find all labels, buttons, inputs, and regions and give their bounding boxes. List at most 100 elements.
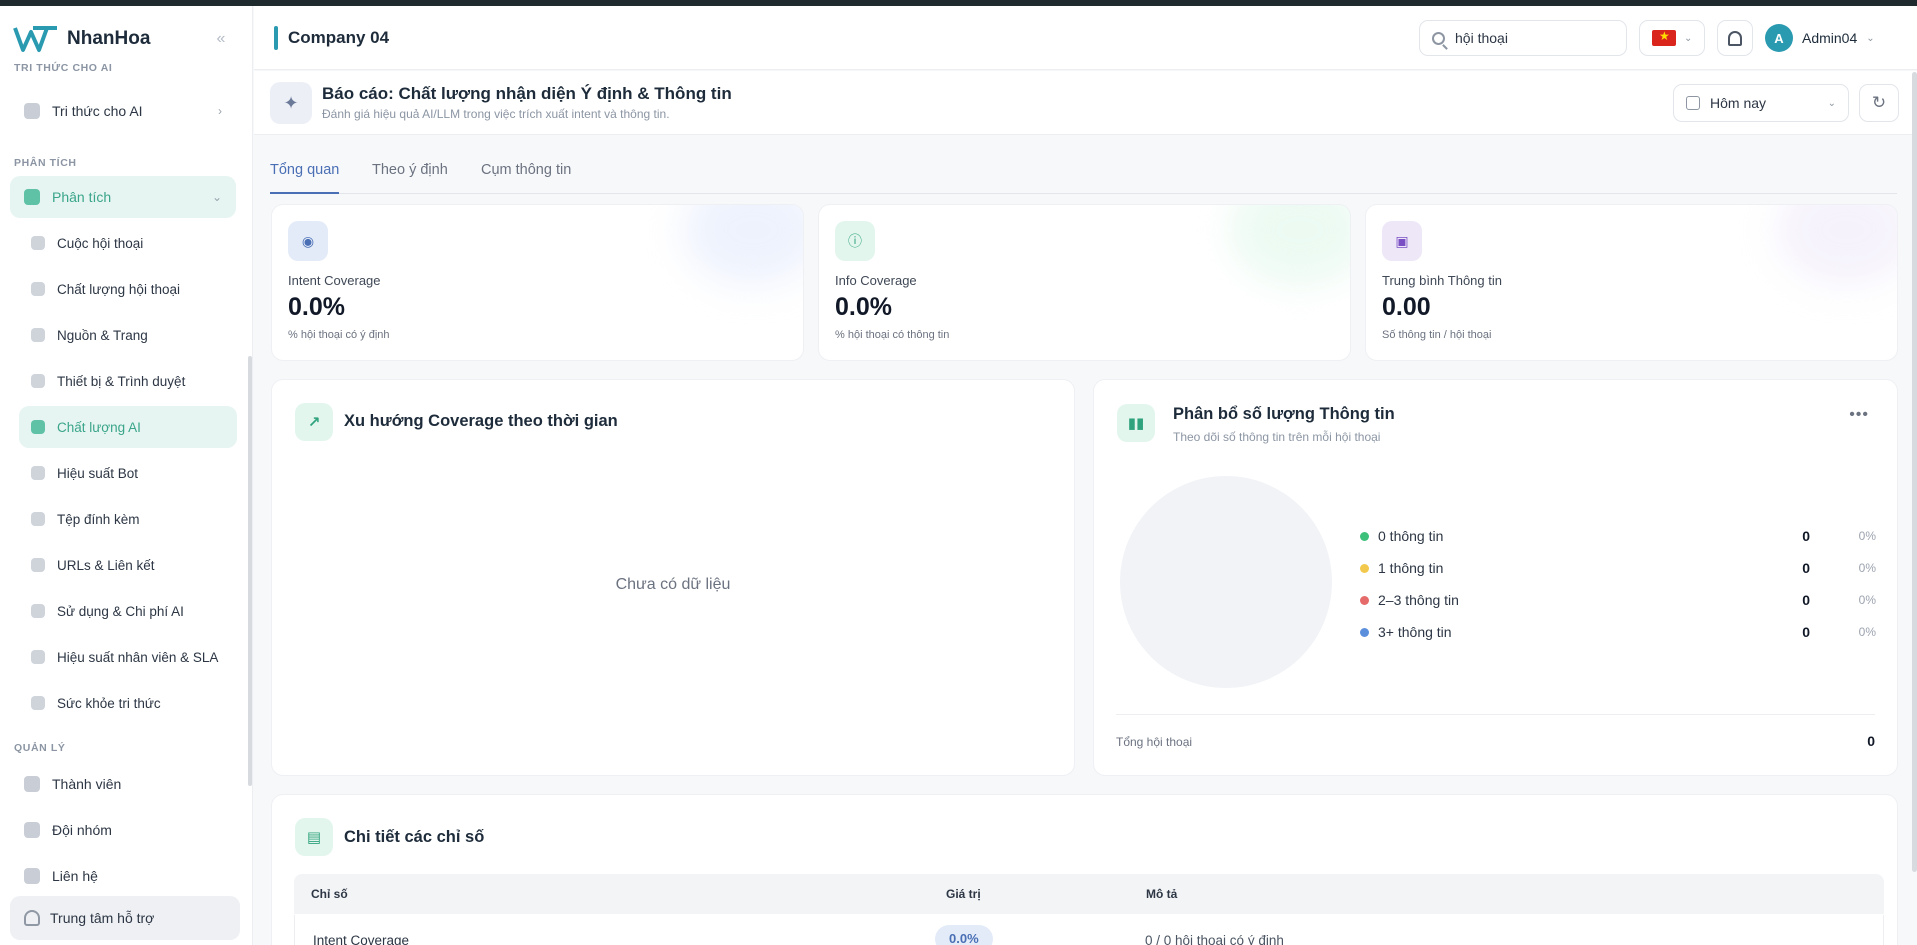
bell-icon: [1728, 30, 1742, 46]
nav-label: Chất lượng hội thoại: [57, 281, 180, 297]
chat-icon: [31, 236, 45, 250]
nav-label: Nguồn & Trang: [57, 327, 148, 343]
support-center-button[interactable]: Trung tâm hỗ trợ: [10, 896, 240, 940]
chevron-right-icon: ›: [218, 104, 222, 118]
user-name: Admin04: [1802, 30, 1858, 46]
sidebar-item-devices[interactable]: Thiết bị & Trình duyệt: [19, 360, 237, 402]
search-box[interactable]: [1419, 20, 1627, 56]
column-header-metric: Chỉ số: [311, 887, 348, 901]
stat-label: Trung bình Thông tin: [1382, 273, 1502, 288]
nav-label: Sử dụng & Chi phí AI: [57, 603, 184, 619]
brand-name: NhanHoa: [67, 28, 151, 49]
notifications-button[interactable]: [1717, 20, 1753, 56]
card-glow: [683, 205, 803, 285]
legend-value: 0: [1802, 624, 1810, 640]
sidebar-item-knowledge-health[interactable]: Sức khỏe tri thức: [19, 682, 237, 724]
nav-label: Cuộc hội thoại: [57, 235, 144, 251]
chart-icon: [24, 189, 40, 205]
section-label-knowledge: TRI THỨC CHO AI: [14, 62, 113, 74]
report-tabs: Tổng quan Theo ý định Cụm thông tin: [270, 158, 1897, 194]
search-input[interactable]: [1455, 30, 1605, 46]
date-range-select[interactable]: Hôm nay ⌄: [1673, 84, 1849, 122]
legend-row: 2–3 thông tin 0 0%: [1360, 590, 1876, 610]
legend-row: 0 thông tin 0 0%: [1360, 526, 1876, 546]
nav-label: URLs & Liên kết: [57, 557, 155, 573]
check-circle-icon: ◉: [288, 221, 328, 261]
top-header: Company 04 ⌄ A Admin04 ⌄: [254, 6, 1917, 70]
refresh-button[interactable]: ↻: [1859, 84, 1899, 122]
sidebar-item-staff-sla[interactable]: Hiệu suất nhân viên & SLA: [19, 636, 237, 678]
legend-percent: 0%: [1858, 625, 1876, 639]
sidebar-item-urls[interactable]: URLs & Liên kết: [19, 544, 237, 586]
company-accent-bar: [274, 26, 278, 50]
nav-label: Thiết bị & Trình duyệt: [57, 373, 186, 389]
legend-percent: 0%: [1858, 529, 1876, 543]
nav-label: Chất lượng AI: [57, 419, 141, 435]
legend-dot: [1360, 627, 1369, 637]
report-header: ✦ Báo cáo: Chất lượng nhận diện Ý định &…: [254, 71, 1917, 135]
collapse-sidebar-icon[interactable]: «: [216, 30, 226, 47]
phone-icon: [24, 868, 40, 884]
total-conversations-label: Tổng hội thoại: [1116, 735, 1193, 749]
legend-row: 1 thông tin 0 0%: [1360, 558, 1876, 578]
language-selector[interactable]: ⌄: [1639, 20, 1705, 56]
column-header-description: Mô tả: [1146, 887, 1178, 901]
tab-info-clusters[interactable]: Cụm thông tin: [481, 162, 572, 178]
tab-by-intent[interactable]: Theo ý định: [372, 162, 448, 178]
document-icon: [31, 282, 45, 296]
sidebar-item-ai-quality[interactable]: Chất lượng AI: [19, 406, 237, 448]
user-menu[interactable]: A Admin04 ⌄: [1765, 20, 1875, 56]
device-icon: [31, 374, 45, 388]
monitor-icon: [31, 328, 45, 342]
legend-percent: 0%: [1858, 593, 1876, 607]
card-glow: [1777, 205, 1897, 285]
sidebar-item-ai-cost[interactable]: Sử dụng & Chi phí AI: [19, 590, 237, 632]
legend-label: 3+ thông tin: [1378, 624, 1452, 640]
legend-value: 0: [1802, 560, 1810, 576]
search-icon: [1432, 31, 1445, 45]
sidebar-scrollbar[interactable]: [248, 356, 252, 786]
sidebar-item-contacts[interactable]: Liên hệ: [10, 855, 236, 897]
page-subtitle: Đánh giá hiệu quả AI/LLM trong việc tríc…: [322, 107, 670, 121]
company-name: Company 04: [288, 28, 390, 47]
bar-chart-icon: ▮▮: [1117, 404, 1155, 442]
trending-up-icon: ↗: [295, 403, 333, 441]
stat-card-avg-info: ▣ Trung bình Thông tin 0.00 Số thông tin…: [1365, 204, 1898, 361]
stat-value: 0.0%: [835, 293, 892, 321]
nav-group-analytics[interactable]: Phân tích ⌄: [10, 176, 236, 218]
nav-item-knowledge[interactable]: Tri thức cho AI ›: [10, 90, 236, 132]
cpu-icon: [31, 466, 45, 480]
file-text-icon: ▤: [295, 818, 333, 856]
tab-overview[interactable]: Tổng quan: [270, 162, 340, 194]
info-icon: ⓘ: [835, 221, 875, 261]
page-scrollbar[interactable]: [1912, 72, 1917, 872]
link-icon: [31, 558, 45, 572]
legend-dot: [1360, 595, 1369, 605]
stat-sub: % hội thoại có thông tin: [835, 329, 950, 341]
more-options-icon[interactable]: •••: [1849, 406, 1869, 423]
sidebar-item-attachments[interactable]: Tệp đính kèm: [19, 498, 237, 540]
legend-percent: 0%: [1858, 561, 1876, 575]
sidebar-item-members[interactable]: Thành viên: [10, 763, 236, 805]
brand[interactable]: NhanHoa: [13, 20, 150, 58]
date-range-value: Hôm nay: [1710, 95, 1767, 111]
sidebar-item-conversations[interactable]: Cuộc hội thoại: [19, 222, 237, 264]
sidebar-item-bot-performance[interactable]: Hiệu suất Bot: [19, 452, 237, 494]
sidebar-item-teams[interactable]: Đội nhóm: [10, 809, 236, 851]
stat-value: 0.00: [1382, 293, 1431, 321]
presentation-icon: ▣: [1382, 221, 1422, 261]
nav-label: Đội nhóm: [52, 822, 112, 838]
divider: [1116, 714, 1875, 715]
section-label-manage: QUẢN LÝ: [14, 742, 66, 754]
sparkle-icon: [31, 420, 45, 434]
chevron-down-icon: ⌄: [1827, 97, 1836, 109]
team-icon: [24, 822, 40, 838]
coverage-trend-panel: ↗ Xu hướng Coverage theo thời gian Chưa …: [271, 379, 1075, 776]
sidebar-item-sources[interactable]: Nguồn & Trang: [19, 314, 237, 356]
table-header: Chỉ số Giá trị Mô tả: [294, 874, 1884, 914]
nav-label: Hiệu suất nhân viên & SLA: [57, 649, 219, 665]
wallet-icon: [31, 604, 45, 618]
top-strip: [0, 0, 1917, 6]
chevron-down-icon: ⌄: [1866, 32, 1875, 44]
sidebar-item-conversation-quality[interactable]: Chất lượng hội thoại: [19, 268, 237, 310]
